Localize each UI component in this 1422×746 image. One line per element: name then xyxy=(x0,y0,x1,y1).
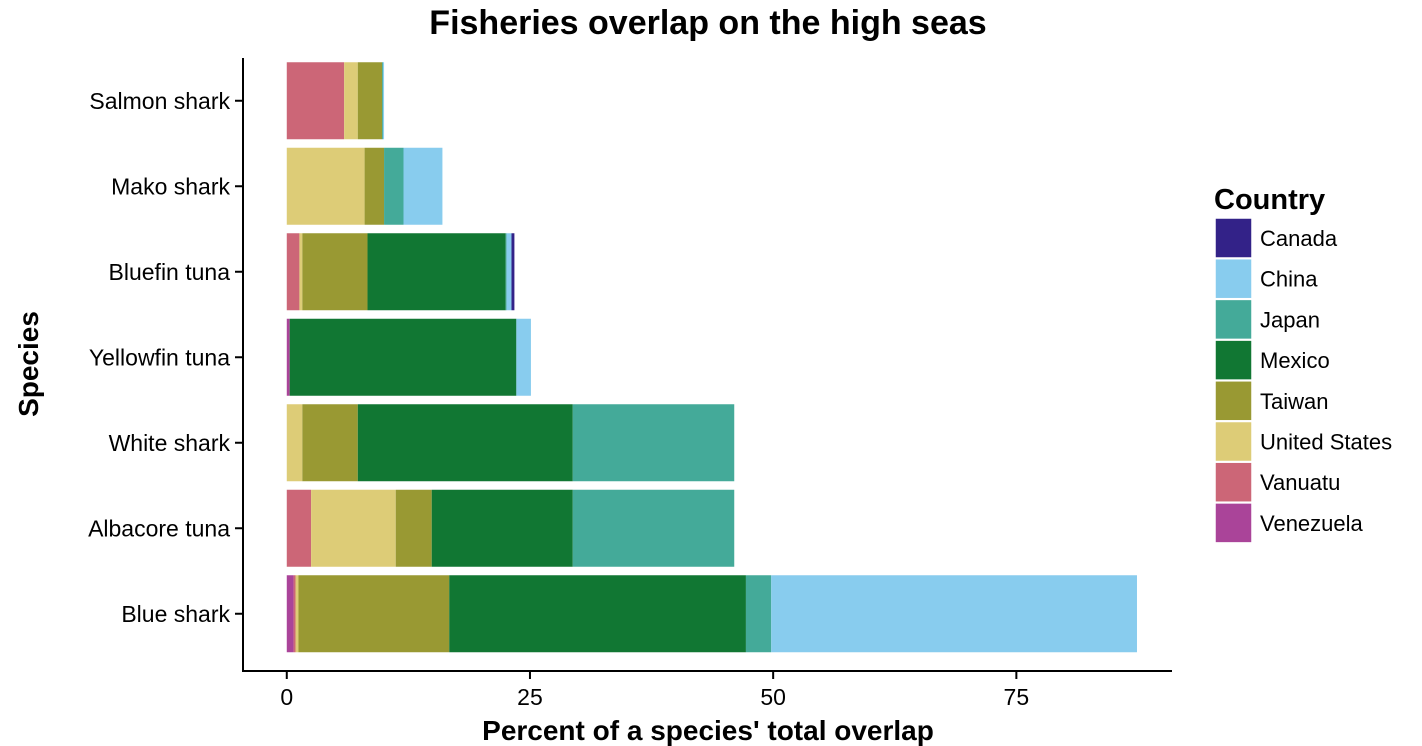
bar-segment-china xyxy=(771,575,1137,653)
y-axis-title: Species xyxy=(13,311,44,417)
legend-label: Mexico xyxy=(1260,348,1330,373)
bar-segment-japan xyxy=(382,62,384,140)
y-tick-label: White shark xyxy=(109,430,231,456)
bar-segment-china xyxy=(383,62,385,140)
bar-segment-japan xyxy=(384,147,404,225)
bar-segment-taiwan xyxy=(395,489,432,567)
bar-segment-china xyxy=(506,233,512,311)
bar-segment-mexico xyxy=(367,233,506,311)
bar-segment-japan xyxy=(572,404,735,482)
legend-label: Taiwan xyxy=(1260,389,1328,414)
chart-title: Fisheries overlap on the high seas xyxy=(429,4,986,42)
legend-label: Vanuatu xyxy=(1260,470,1340,495)
bar-segment-japan xyxy=(505,233,507,311)
bar-segment-mexico xyxy=(449,575,746,653)
legend-label: United States xyxy=(1260,430,1392,455)
legend-title: Country xyxy=(1214,184,1325,216)
legend-swatch xyxy=(1214,420,1253,463)
x-axis-ticks: 0 25 50 75 xyxy=(280,671,1029,710)
x-tick-label: 75 xyxy=(1004,684,1030,710)
bar-segment-china xyxy=(403,147,443,225)
legend-swatch xyxy=(1214,257,1253,300)
x-tick-label: 25 xyxy=(517,684,543,710)
bar-segment-mexico xyxy=(431,489,573,567)
legend: Country Canada China Japan Mexico Taiwan Unit… xyxy=(1214,184,1392,544)
legend-label: Japan xyxy=(1260,307,1320,332)
y-tick-label: Bluefin tuna xyxy=(109,259,231,285)
bar-segment-vanuatu xyxy=(293,575,296,653)
bar-segment-canada xyxy=(511,233,515,311)
bar-segment-mexico xyxy=(289,318,517,396)
bar-segment-united-states xyxy=(286,147,365,225)
bar-segment-japan xyxy=(572,489,735,567)
y-tick-label: Mako shark xyxy=(111,173,230,199)
x-axis-title: Percent of a species' total overlap xyxy=(482,715,934,746)
legend-swatch xyxy=(1214,502,1253,544)
legend-label: Canada xyxy=(1260,226,1338,251)
legend-label: Venezuela xyxy=(1260,511,1364,536)
bar-segment-united-states xyxy=(286,404,303,482)
legend-swatch xyxy=(1214,461,1253,503)
bar-segment-vanuatu xyxy=(286,62,345,140)
bar-segment-venezuela xyxy=(286,318,290,396)
y-tick-label: Blue shark xyxy=(121,601,230,627)
bar-segment-venezuela xyxy=(286,575,294,653)
bar-segment-taiwan xyxy=(302,404,358,482)
legend-swatch xyxy=(1214,339,1253,381)
bar-segment-taiwan xyxy=(302,233,368,311)
bar-segment-taiwan xyxy=(364,147,385,225)
legend-swatch xyxy=(1214,298,1253,341)
bar-segment-vanuatu xyxy=(286,489,312,567)
legend-swatch xyxy=(1214,217,1253,259)
bar-segment-china xyxy=(516,318,531,396)
y-tick-label: Salmon shark xyxy=(89,88,230,114)
y-tick-label: Yellowfin tuna xyxy=(89,344,230,370)
bars-group xyxy=(286,62,1137,653)
bar-segment-mexico xyxy=(357,404,573,482)
y-tick-label: Albacore tuna xyxy=(88,515,230,541)
legend-label: China xyxy=(1260,267,1318,292)
bar-segment-united-states xyxy=(311,489,396,567)
bar-segment-taiwan xyxy=(298,575,450,653)
y-axis-ticks: Salmon shark Mako shark Bluefin tuna Yellow… xyxy=(88,88,243,627)
bar-segment-united-states xyxy=(344,62,358,140)
bar-segment-taiwan xyxy=(357,62,383,140)
bar-segment-united-states xyxy=(295,575,299,653)
legend-swatch xyxy=(1214,380,1253,422)
x-tick-label: 0 xyxy=(280,684,293,710)
x-tick-label: 50 xyxy=(760,684,786,710)
bar-segment-japan xyxy=(745,575,772,653)
bar-segment-united-states xyxy=(299,233,303,311)
bar-segment-vanuatu xyxy=(286,233,300,311)
